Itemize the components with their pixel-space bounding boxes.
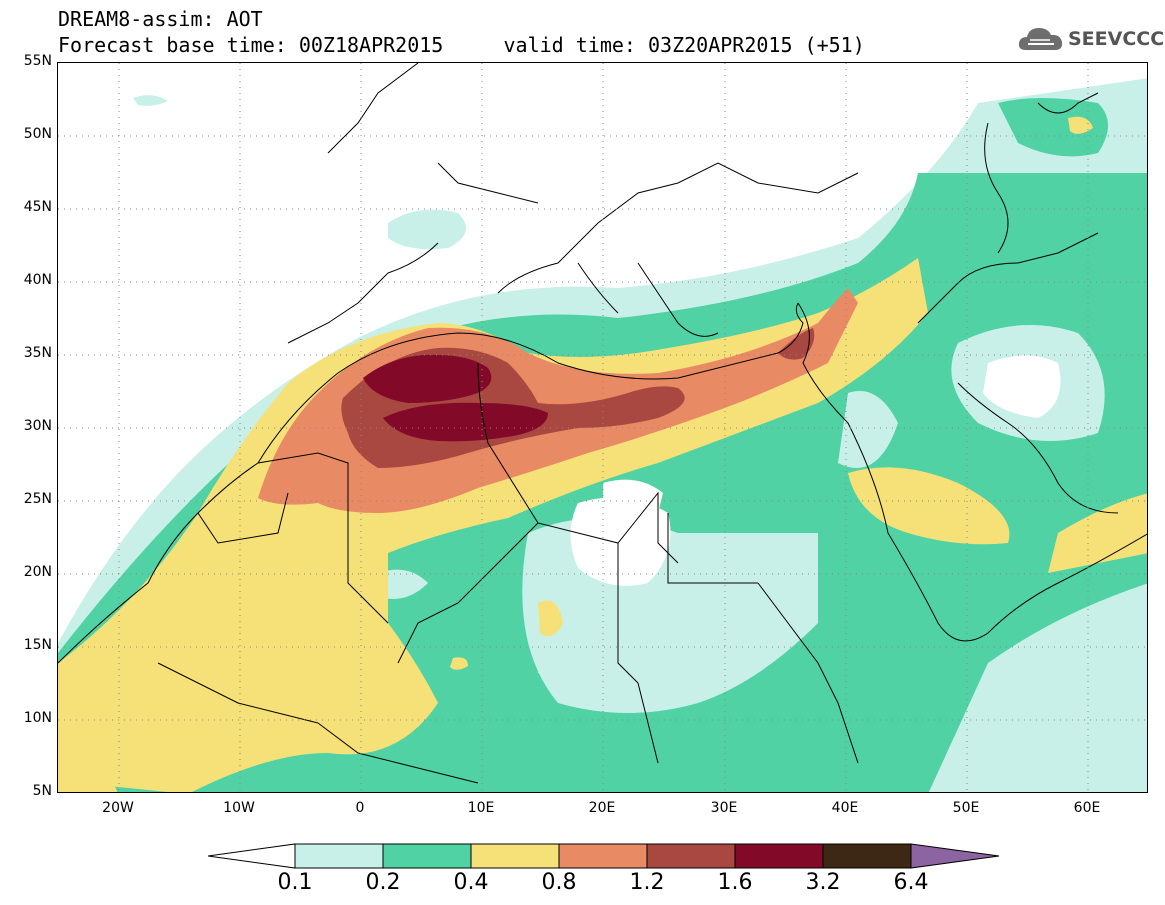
colorbar-label: 1.2: [629, 870, 665, 895]
lon-label: 10W: [223, 800, 255, 816]
colorbar-bin: [646, 843, 736, 869]
colorbar-bin: [294, 843, 384, 869]
colorbar-lower-arrow: [208, 843, 296, 869]
lon-label: 30E: [710, 800, 738, 816]
colorbar-upper-arrow: [910, 843, 1000, 869]
coastlines-borders: [58, 63, 1147, 784]
lat-label: 45N: [23, 199, 52, 215]
lat-label: 10N: [23, 710, 52, 726]
lat-label: 30N: [23, 418, 52, 434]
lon-label: 40E: [831, 800, 859, 816]
aot-level-1.6: [363, 354, 548, 442]
colorbar-bin: [558, 843, 648, 869]
lon-label: 10E: [467, 800, 495, 816]
colorbar: [208, 843, 1000, 869]
map-title: DREAM8-assim: AOT: [58, 7, 263, 31]
lat-label: 55N: [23, 53, 52, 69]
colorbar-bin: [382, 843, 472, 869]
lon-label: 50E: [952, 800, 980, 816]
cloud-icon: [1018, 28, 1063, 50]
colorbar-label: 0.4: [453, 870, 489, 895]
colorbar-bin: [470, 843, 560, 869]
colorbar-label: 3.2: [805, 870, 841, 895]
lon-label: 0: [355, 800, 365, 816]
lat-label: 40N: [23, 272, 52, 288]
lon-label: 20E: [588, 800, 616, 816]
lon-label: 20W: [102, 800, 134, 816]
lat-label: 25N: [23, 491, 52, 507]
lat-label: 50N: [23, 126, 52, 142]
lat-label: 35N: [23, 345, 52, 361]
aot-map: [57, 62, 1148, 793]
lat-label: 15N: [23, 637, 52, 653]
colorbar-bin: [734, 843, 824, 869]
colorbar-label: 1.6: [717, 870, 753, 895]
colorbar-label: 0.8: [541, 870, 577, 895]
colorbar-bin: [822, 843, 912, 869]
colorbar-label: 0.2: [365, 870, 401, 895]
seevccc-logo: SEEVCCC: [1016, 22, 1164, 56]
colorbar-label: 6.4: [893, 870, 929, 895]
lat-label: 20N: [23, 564, 52, 580]
logo-text: SEEVCCC: [1068, 28, 1165, 50]
lon-label: 60E: [1073, 800, 1101, 816]
forecast-times: Forecast base time: 00Z18APR2015 valid t…: [58, 33, 865, 57]
colorbar-label: 0.1: [277, 870, 313, 895]
lat-label: 5N: [32, 783, 52, 799]
